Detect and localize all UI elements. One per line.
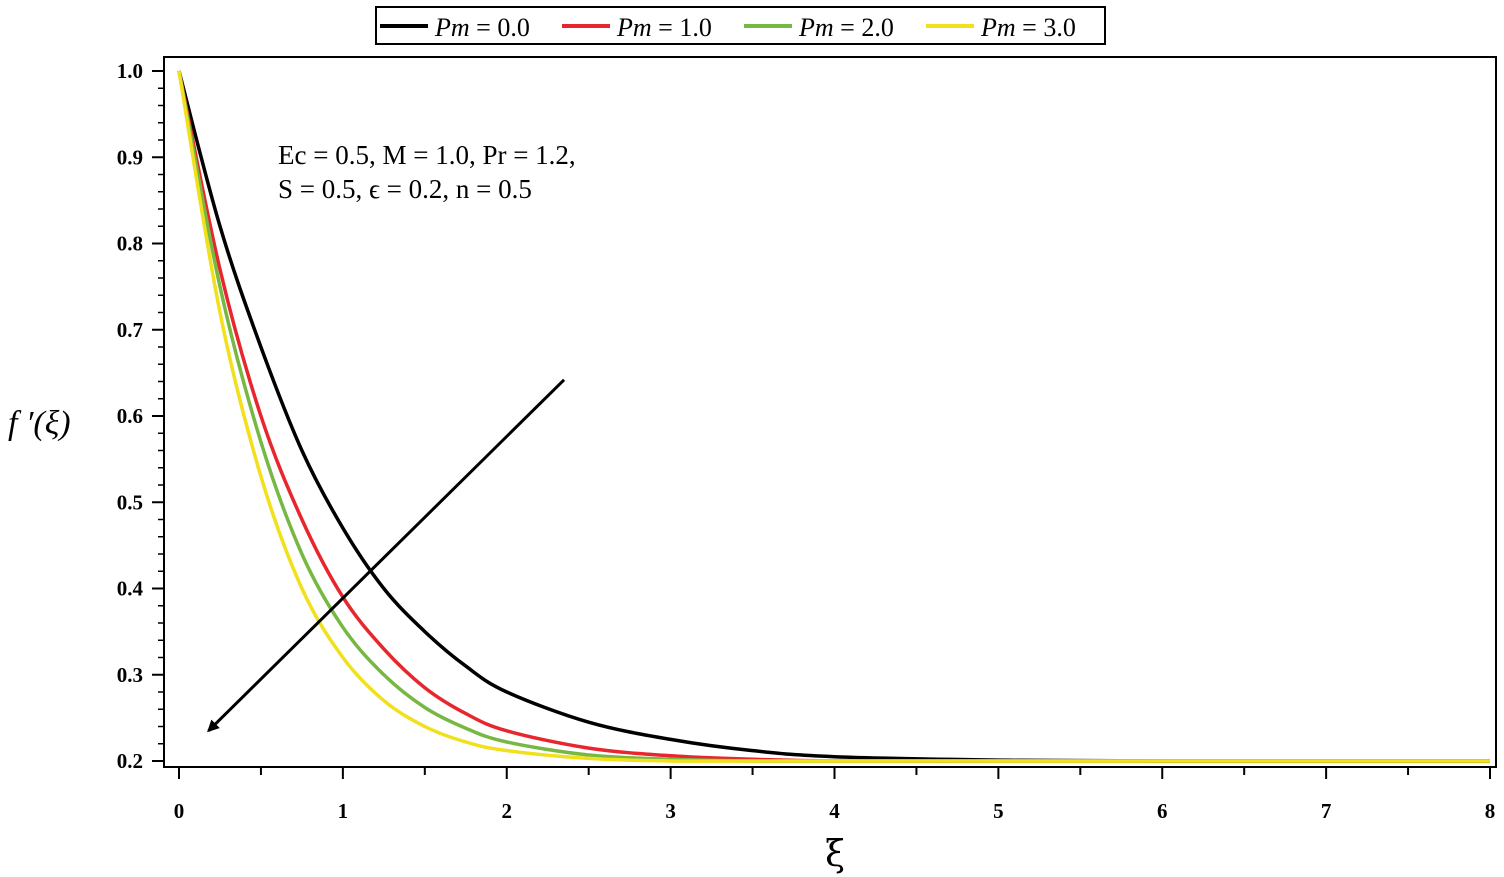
y-tick-label: 0.6 xyxy=(117,404,143,428)
legend-items: Pm = 0.0 Pm = 1.0 Pm = 2.0 Pm = 3.0 xyxy=(380,13,1076,42)
axes: 0 1 2 3 4 5 6 7 8 0.2 0.3 0.4 0.5 0.6 0.7 0.8 0.9 1.0 xyxy=(117,59,1496,823)
y-tick-label: 0.3 xyxy=(117,663,143,687)
legend-label: Pm = 1.0 xyxy=(616,13,712,42)
y-tick-label: 0.4 xyxy=(117,577,144,601)
y-tick-label: 1.0 xyxy=(117,59,143,83)
y-tick-label: 0.8 xyxy=(117,232,143,256)
x-tick-label: 0 xyxy=(174,799,185,823)
y-tick-label: 0.7 xyxy=(117,318,143,342)
y-axis-title: f ′(ξ) xyxy=(8,405,71,442)
parameter-note-line-1: Ec = 0.5, M = 1.0, Pr = 1.2, xyxy=(278,140,576,170)
x-tick-label: 7 xyxy=(1321,799,1332,823)
trend-arrow xyxy=(207,378,566,733)
legend-label: Pm = 0.0 xyxy=(434,13,530,42)
x-tick-label: 3 xyxy=(665,799,676,823)
legend-box xyxy=(375,6,1106,45)
x-tick-label: 6 xyxy=(1157,799,1168,823)
x-tick-label: 8 xyxy=(1485,799,1496,823)
legend-label: Pm = 2.0 xyxy=(798,13,894,42)
plot-frame xyxy=(163,56,1497,768)
x-tick-label: 4 xyxy=(829,799,840,823)
x-tick-label: 5 xyxy=(993,799,1004,823)
x-tick-label: 2 xyxy=(502,799,513,823)
x-tick-label: 1 xyxy=(338,799,349,823)
curves xyxy=(177,70,1490,763)
legend-label: Pm = 3.0 xyxy=(980,13,1076,42)
legend: Pm = 0.0 Pm = 1.0 Pm = 2.0 Pm = 3.0 xyxy=(375,6,1106,45)
y-tick-label: 0.9 xyxy=(117,145,143,169)
series-line-3 xyxy=(177,70,1490,763)
y-tick-label: 0.2 xyxy=(117,749,143,773)
x-axis-title: ξ xyxy=(825,834,845,875)
y-tick-label: 0.5 xyxy=(117,490,143,514)
parameter-note-line-2: S = 0.5, ϵ = 0.2, n = 0.5 xyxy=(278,174,532,204)
